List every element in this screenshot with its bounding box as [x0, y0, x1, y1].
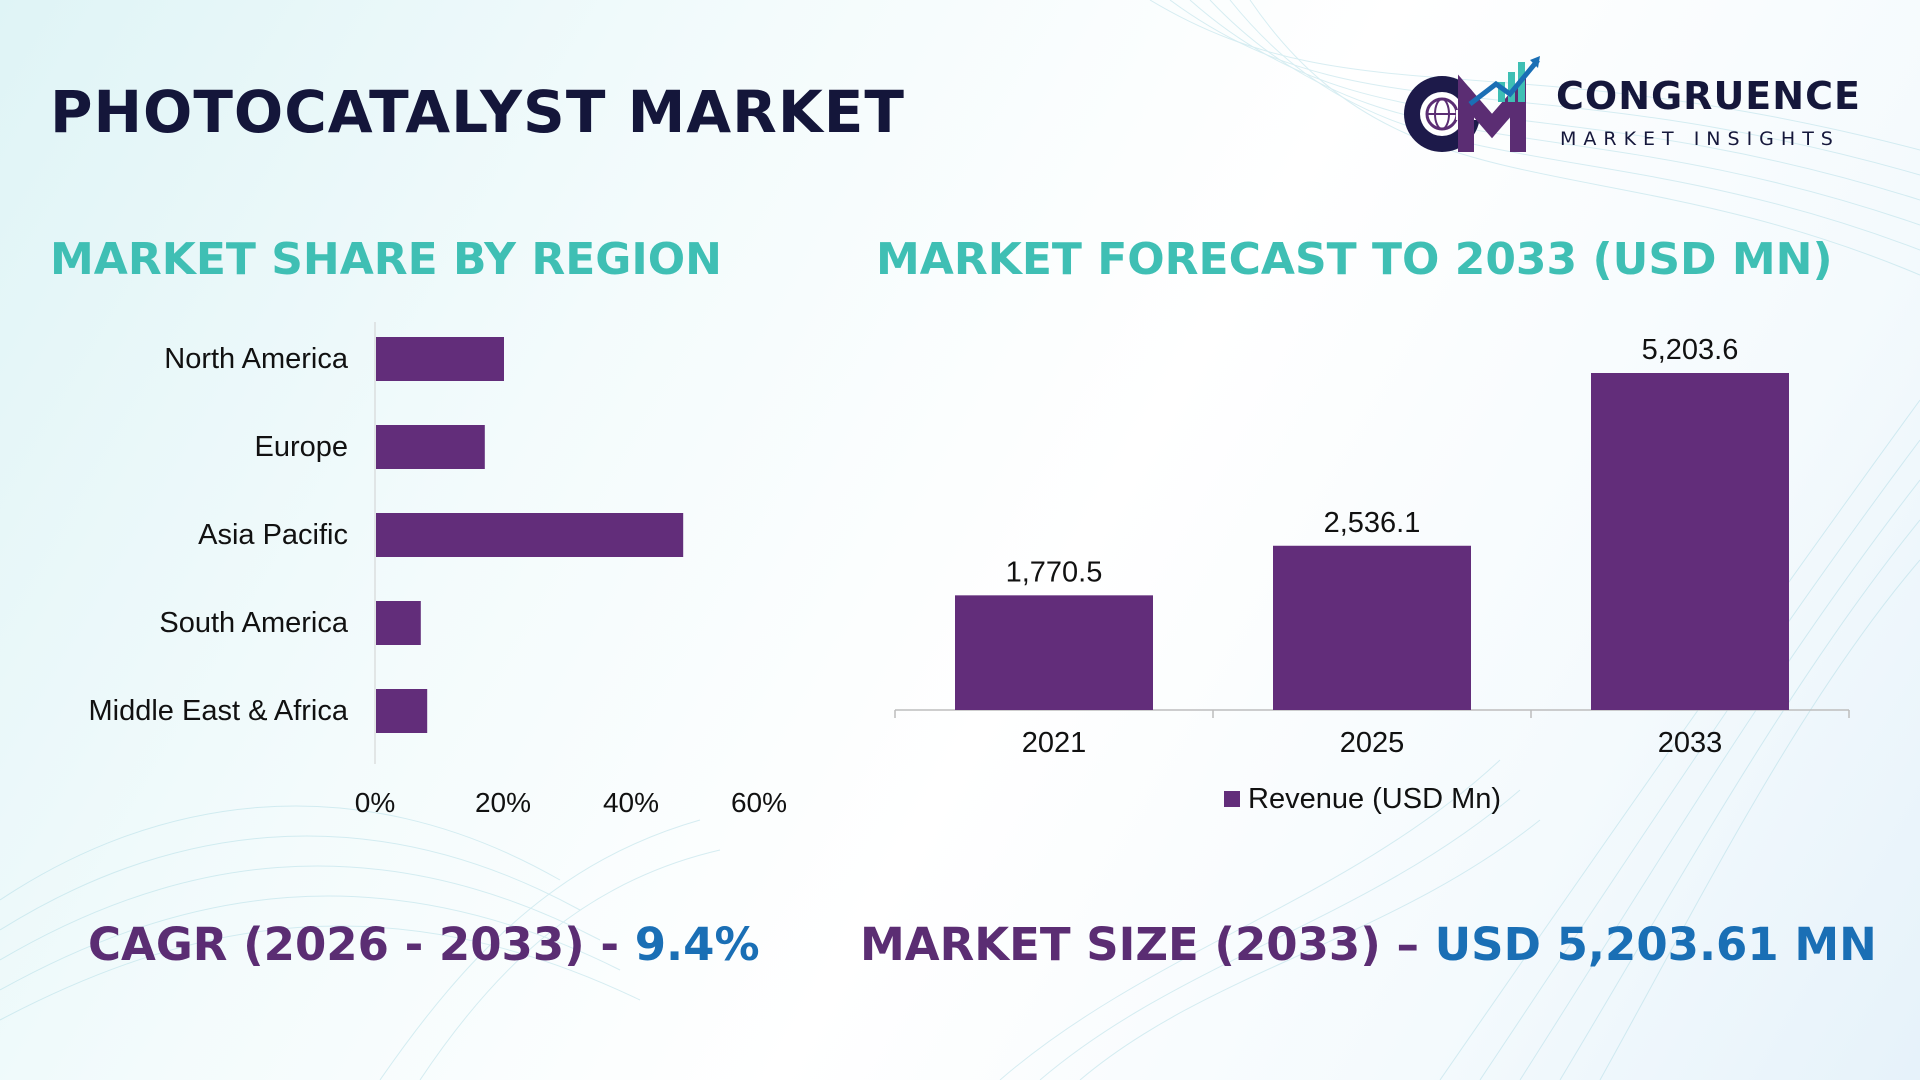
- market-size-label: MARKET SIZE (2033) –: [860, 918, 1435, 971]
- company-logo: CONGRUENCE MARKET INSIGHTS: [1400, 52, 1880, 162]
- revenue-bar: [955, 595, 1153, 710]
- x-category-label: 2025: [1340, 727, 1405, 759]
- cm-globe-growth-logo-icon: [1404, 56, 1540, 152]
- x-tick-label: 60%: [731, 787, 787, 818]
- data-label: 5,203.6: [1642, 334, 1739, 366]
- market-size-stat: MARKET SIZE (2033) – USD 5,203.61 MN: [860, 918, 1877, 971]
- category-label: Europe: [254, 431, 348, 463]
- category-label: South America: [159, 607, 348, 639]
- region-bar: [376, 337, 504, 381]
- category-label: Asia Pacific: [198, 519, 348, 551]
- x-category-label: 2033: [1658, 727, 1723, 759]
- x-tick-label: 20%: [475, 787, 531, 818]
- revenue-bar: [1273, 545, 1471, 710]
- x-category-label: 2021: [1022, 727, 1087, 759]
- region-bar: [376, 601, 421, 645]
- data-label: 1,770.5: [1006, 556, 1103, 588]
- region-share-chart: North America Europe Asia Pacific South Ame…: [89, 322, 787, 818]
- region-section-title: MARKET SHARE BY REGION: [50, 234, 722, 285]
- logo-name: CONGRUENCE: [1556, 74, 1861, 118]
- cagr-label: CAGR (2026 - 2033) -: [88, 918, 635, 971]
- x-tick-label: 0%: [355, 787, 395, 818]
- region-bar: [376, 425, 485, 469]
- cagr-value: 9.4%: [634, 918, 760, 971]
- market-size-value: USD 5,203.61 MN: [1434, 918, 1877, 971]
- logo-tagline: MARKET INSIGHTS: [1560, 128, 1840, 150]
- page-title: PHOTOCATALYST MARKET: [50, 78, 905, 146]
- forecast-section-title: MARKET FORECAST TO 2033 (USD MN): [876, 234, 1833, 285]
- revenue-bar: [1591, 373, 1789, 710]
- cagr-stat: CAGR (2026 - 2033) - 9.4%: [88, 918, 760, 971]
- category-label: North America: [164, 343, 349, 375]
- forecast-chart: 1,770.5 2021 2,536.1 2025 5,203.6 2033 Revenue…: [894, 334, 1850, 815]
- legend-label: Revenue (USD Mn): [1248, 783, 1501, 815]
- data-label: 2,536.1: [1324, 507, 1421, 539]
- region-bar: [376, 689, 428, 733]
- category-label: Middle East & Africa: [89, 695, 349, 727]
- legend-swatch: [1224, 791, 1240, 807]
- region-bar: [376, 513, 684, 557]
- x-tick-label: 40%: [603, 787, 659, 818]
